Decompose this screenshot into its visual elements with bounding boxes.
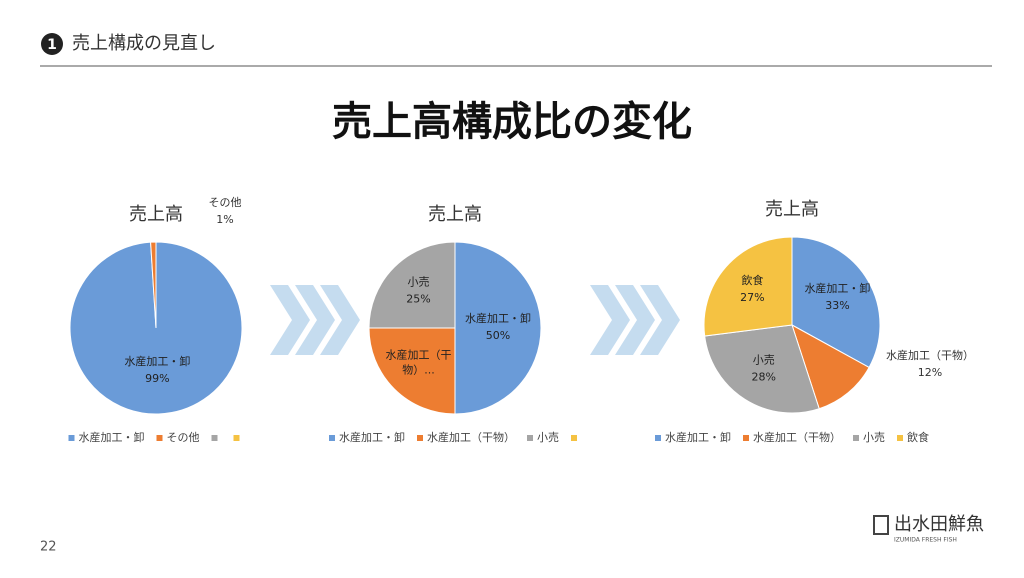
pie-slice bbox=[368, 241, 456, 329]
pie-slice bbox=[791, 323, 870, 410]
data-label-name: 水産加工・卸 bbox=[465, 311, 531, 325]
data-label-value: 33% bbox=[825, 299, 849, 312]
chart-title: 売上高 bbox=[765, 199, 819, 220]
step-number: 1 bbox=[47, 37, 57, 53]
label-line: 水産加工（干 bbox=[386, 348, 452, 361]
legend-swatch bbox=[417, 435, 423, 441]
legend-swatch bbox=[156, 435, 163, 441]
data-label-value: 27% bbox=[740, 291, 764, 304]
legend-label: 水産加工・卸 bbox=[339, 430, 405, 444]
legend-label: 飲食 bbox=[907, 430, 929, 444]
legend-label: 水産加工・卸 bbox=[79, 430, 145, 444]
legend-label: 小売 bbox=[537, 431, 559, 444]
arrow-chevrons bbox=[270, 285, 680, 355]
legend-swatch bbox=[527, 435, 533, 441]
data-label-name: 水産加工（干物）... bbox=[386, 348, 452, 376]
slide-title: 売上高構成比の変化 bbox=[332, 99, 692, 145]
data-label-name: 水産加工・卸 bbox=[804, 281, 870, 295]
legend-swatch bbox=[329, 435, 335, 441]
data-label-value: 1% bbox=[216, 213, 233, 226]
step-badge bbox=[41, 33, 63, 55]
pie-slice bbox=[704, 324, 820, 414]
data-label-name: その他 bbox=[209, 196, 242, 209]
logo: 出水田鮮魚 IZUMIDA FRESH FISH bbox=[873, 514, 984, 544]
logo-mark bbox=[873, 515, 889, 535]
data-label-value: 28% bbox=[751, 371, 775, 384]
legend-label: 水産加工（干物） bbox=[427, 430, 515, 444]
legend-label: 水産加工・卸 bbox=[665, 430, 731, 444]
logo-name: 出水田鮮魚 bbox=[894, 514, 984, 535]
data-label-name: 水産加工・卸 bbox=[124, 354, 190, 368]
data-label-name: 水産加工（干物） bbox=[886, 348, 974, 362]
legend-swatch bbox=[571, 435, 577, 441]
legend-swatch bbox=[211, 435, 218, 441]
legend-label: 小売 bbox=[863, 431, 885, 444]
data-label-value: 12% bbox=[918, 366, 942, 379]
pie-slice bbox=[703, 236, 793, 337]
legend-label: 水産加工（干物） bbox=[753, 430, 841, 444]
data-label-value: 50% bbox=[486, 329, 510, 342]
pie-slice bbox=[791, 236, 881, 369]
data-label-value: 25% bbox=[406, 293, 430, 306]
chart-title: 売上高 bbox=[428, 204, 482, 225]
pie-slice bbox=[368, 327, 456, 415]
legend-swatch bbox=[233, 435, 240, 441]
data-label-name: 飲食 bbox=[741, 273, 763, 287]
label-line: 物）... bbox=[402, 362, 435, 376]
data-label-name: 小売 bbox=[753, 354, 775, 367]
pie-chart: 売上高水産加工・卸33%水産加工（干物）12%小売28%飲食27%水産加工・卸水… bbox=[655, 199, 974, 444]
header-text: 売上構成の見直し bbox=[72, 33, 216, 54]
legend: 水産加工・卸 水産加工（干物） 小売 bbox=[329, 430, 577, 444]
legend-swatch bbox=[743, 435, 749, 441]
legend-swatch bbox=[68, 435, 75, 441]
chart-title: 売上高 bbox=[129, 204, 183, 225]
legend-swatch bbox=[897, 435, 903, 441]
pie-slice bbox=[454, 241, 542, 415]
legend-swatch bbox=[655, 435, 661, 441]
legend-swatch bbox=[853, 435, 859, 441]
legend: 水産加工・卸 水産加工（干物） 小売 飲食 bbox=[655, 430, 929, 444]
legend-label: その他 bbox=[167, 431, 200, 444]
data-label-value: 99% bbox=[145, 372, 169, 385]
logo-sub: IZUMIDA FRESH FISH bbox=[894, 537, 957, 544]
data-label-name: 小売 bbox=[408, 276, 430, 289]
legend: 水産加工・卸 その他 bbox=[68, 430, 240, 444]
page-number: 22 bbox=[40, 540, 57, 555]
